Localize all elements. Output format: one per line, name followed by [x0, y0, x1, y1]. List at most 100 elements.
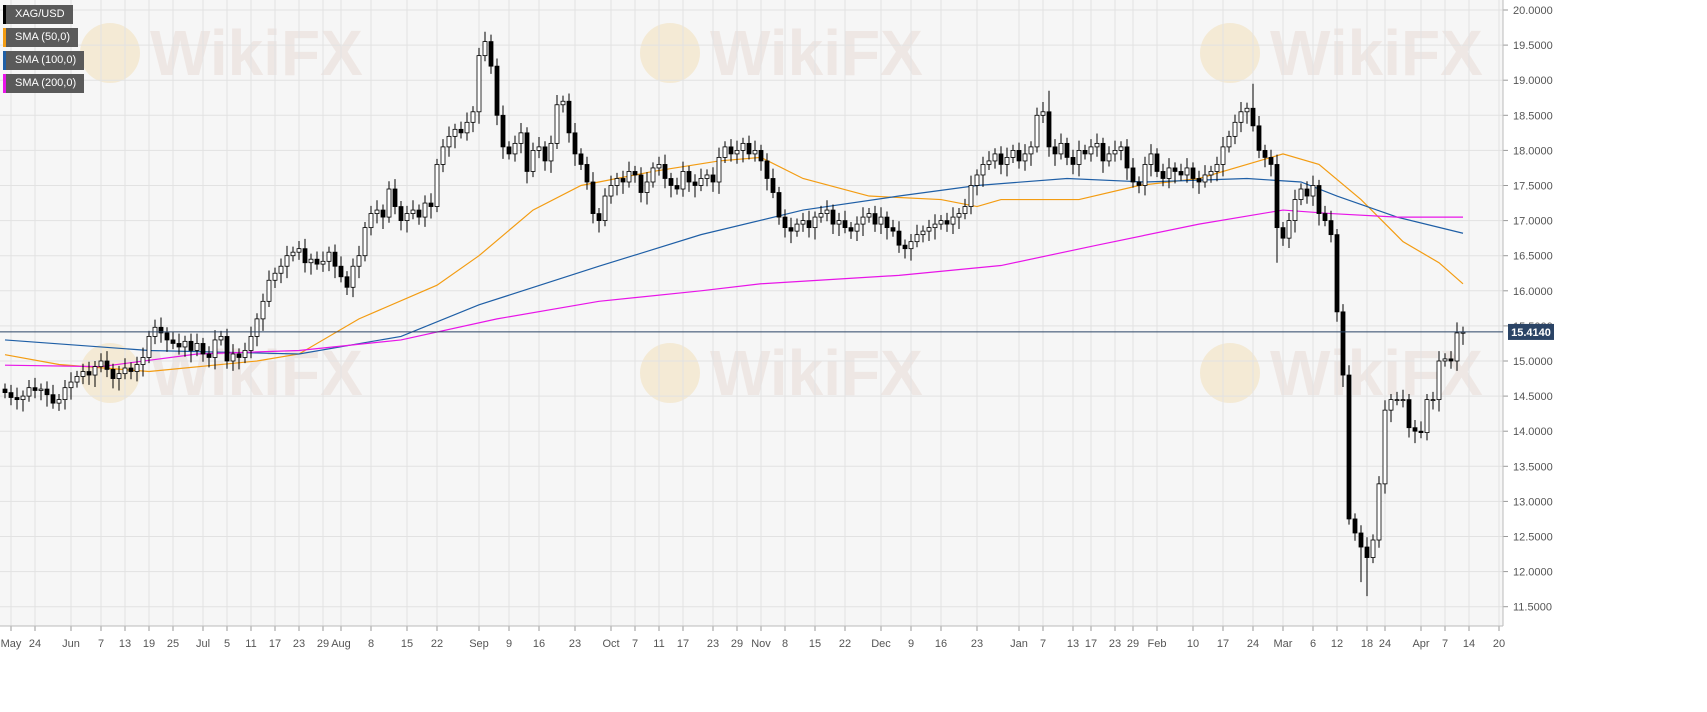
candle [1100, 137, 1106, 173]
y-tick-label: 13.0000 [1513, 496, 1553, 508]
legend-item-sma50[interactable]: SMA (50,0) [3, 28, 79, 47]
candle-body [1412, 427, 1418, 432]
candle [1076, 140, 1082, 177]
candle-body [140, 357, 146, 365]
candle-body [32, 387, 38, 391]
candle-body [1304, 188, 1310, 197]
candle [986, 151, 992, 171]
candle [734, 140, 740, 164]
candle-body [776, 192, 782, 218]
candle [566, 93, 572, 143]
candle-body [254, 318, 260, 337]
candle-body [836, 220, 842, 225]
candle-body [872, 213, 878, 225]
candle-body [632, 171, 638, 176]
candle [1262, 144, 1268, 168]
candle [740, 137, 746, 163]
candle [638, 167, 644, 203]
x-tick-label: 13 [1067, 638, 1079, 650]
candle [404, 205, 410, 233]
x-tick-label: 29 [731, 638, 743, 650]
candle-body [1046, 111, 1052, 148]
candle [1454, 322, 1460, 371]
candle [182, 335, 188, 357]
candle-body [884, 216, 890, 229]
candle-body [1136, 181, 1142, 186]
candle [578, 148, 584, 171]
candle-body [1112, 149, 1118, 155]
candle [884, 211, 890, 240]
candle-body [638, 174, 644, 193]
legend-item-sma100[interactable]: SMA (100,0) [3, 51, 85, 70]
x-tick-label: 18 [1361, 638, 1373, 650]
candle [650, 162, 656, 188]
candle [434, 158, 440, 213]
candle [1208, 165, 1214, 183]
candle [320, 251, 326, 272]
candle [1142, 156, 1148, 196]
candle [1172, 162, 1178, 184]
candle [1340, 304, 1346, 387]
x-tick-label: 7 [632, 638, 638, 650]
candle-body [86, 371, 92, 376]
candle-body [764, 160, 770, 179]
candle [710, 167, 716, 192]
candle [716, 147, 722, 194]
candle-body [548, 142, 554, 162]
candle-body [680, 171, 686, 190]
candle-body [446, 135, 452, 148]
candle-body [1442, 358, 1448, 362]
legend-item-xagusd[interactable]: XAG/USD [3, 5, 73, 24]
candle-body [182, 340, 188, 348]
candle-body [1130, 167, 1136, 183]
candle-body [242, 350, 248, 358]
candle-body [338, 265, 344, 278]
candle [584, 156, 590, 190]
candle-body [1052, 146, 1058, 155]
candle [104, 351, 110, 378]
candle-body [794, 223, 800, 232]
candle [1112, 140, 1118, 162]
candle-body [608, 185, 614, 197]
candle-body [1088, 146, 1094, 155]
candle [698, 168, 704, 192]
watermark-text: WikiFX [710, 337, 923, 409]
x-tick-label: 17 [677, 638, 689, 650]
candle-body [866, 213, 872, 218]
candle-body [482, 41, 488, 57]
candle [422, 195, 428, 227]
candle-body [1280, 227, 1286, 239]
candle [428, 193, 434, 219]
candle [686, 165, 692, 192]
candle [44, 381, 50, 407]
candle [290, 246, 296, 262]
y-tick-label: 12.5000 [1513, 532, 1553, 544]
candle [1418, 421, 1424, 439]
candle [20, 390, 26, 412]
candle [494, 58, 500, 126]
candle-body [782, 216, 788, 229]
candle [1220, 137, 1226, 177]
candle [608, 175, 614, 204]
candle-body [1100, 142, 1106, 162]
candle-body [260, 300, 266, 320]
candle [326, 246, 332, 272]
candle-body [506, 146, 512, 155]
candle-body [800, 220, 806, 225]
candle [728, 139, 734, 162]
candle-body [1160, 171, 1166, 179]
candle-body [1214, 164, 1220, 172]
legend-item-sma200[interactable]: SMA (200,0) [3, 74, 85, 93]
candle [464, 112, 470, 141]
candle [1040, 101, 1046, 124]
candle [824, 200, 830, 222]
candle [512, 135, 518, 162]
candle [1388, 393, 1394, 423]
candle [170, 332, 176, 350]
candle [1322, 205, 1328, 227]
x-tick-label: 16 [935, 638, 947, 650]
candle-body [758, 149, 764, 162]
candle [302, 238, 308, 273]
candle-body [272, 272, 278, 281]
